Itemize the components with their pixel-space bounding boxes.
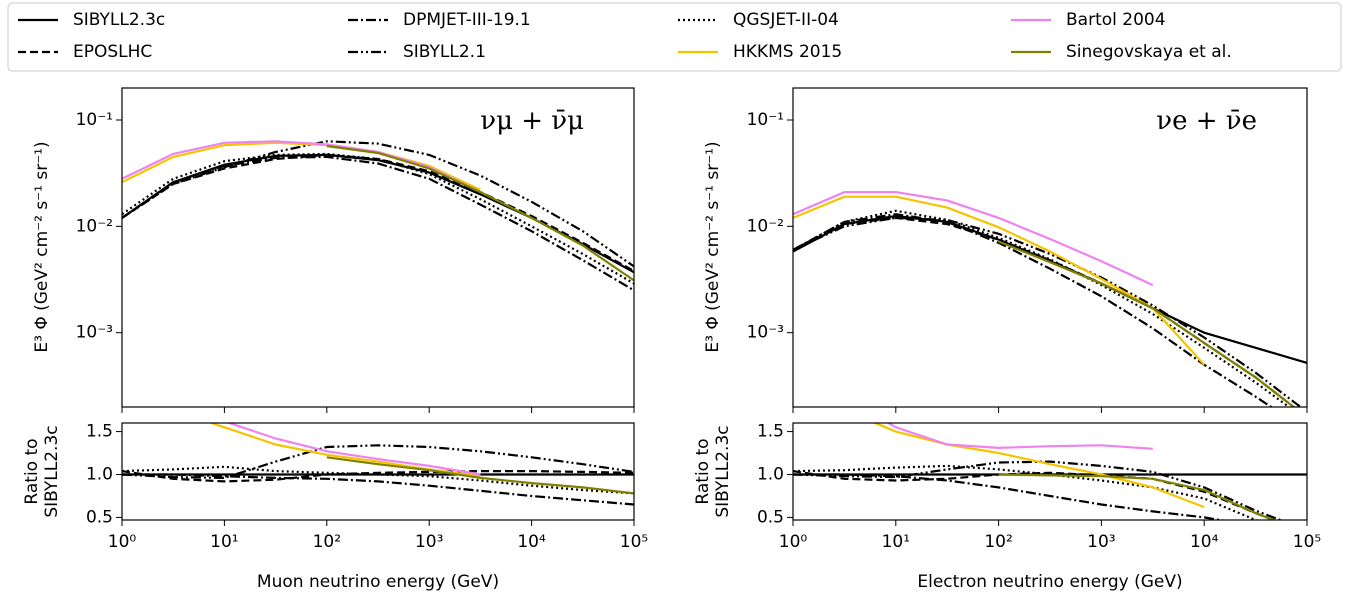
series-line	[122, 444, 634, 480]
series-line	[122, 155, 634, 292]
legend-label: HKKMS 2015	[733, 42, 842, 62]
annotation: νμ + ν̄μ	[480, 106, 584, 136]
y-tick-label: 10⁻²	[76, 216, 113, 236]
x-tick-label: 10⁴	[517, 532, 546, 552]
series-line	[998, 240, 1296, 407]
plot-lines	[122, 423, 634, 506]
x-tick-label: 10⁵	[620, 532, 648, 552]
x-tick-label: 10⁴	[1190, 532, 1219, 552]
y-tick-label: 10⁻³	[76, 323, 113, 343]
series-line	[998, 473, 1277, 520]
annotation: νe + ν̄e	[1156, 106, 1257, 136]
x-tick-label: 10³	[1087, 532, 1115, 552]
y-tick-label: 0.5	[757, 507, 784, 527]
legend-label: Bartol 2004	[1066, 10, 1166, 30]
y-tick-label: 10⁻³	[747, 323, 784, 343]
series-line	[326, 456, 634, 495]
series-line	[122, 140, 481, 194]
series-line	[793, 213, 1274, 407]
x-tick-label: 10⁵	[1293, 532, 1321, 552]
axes-frame	[792, 87, 1308, 408]
series-line	[208, 423, 481, 478]
y-tick-label: 1.5	[86, 422, 113, 442]
series-line	[793, 216, 1296, 407]
legend-label: DPMJET-III-19.1	[403, 10, 531, 30]
axes-frame	[792, 422, 1308, 521]
legend-label: QGSJET-II-04	[733, 10, 839, 30]
series-line	[122, 152, 634, 285]
legend-label: EPOSLHC	[73, 42, 152, 62]
y-tick-label: 10⁻¹	[76, 110, 113, 130]
series-line	[122, 140, 634, 268]
series-line	[226, 423, 481, 476]
series-line	[122, 470, 634, 483]
series-line	[793, 460, 1284, 520]
series-line	[793, 195, 1206, 366]
legend-box	[7, 2, 1342, 72]
series-line	[122, 473, 634, 506]
series-line	[793, 209, 1291, 407]
x-axis-label: Electron neutrino energy (GeV)	[917, 572, 1182, 592]
y-tick-label: 1.5	[757, 422, 784, 442]
series-line	[872, 423, 1205, 509]
y-tick-label: 0.5	[86, 507, 113, 527]
x-tick-label: 10³	[415, 532, 443, 552]
x-tick-label: 10¹	[882, 532, 910, 552]
y-axis-label: Ratio to	[22, 438, 42, 504]
series-line	[122, 153, 634, 274]
y-axis-label: E³ Φ (GeV² cm⁻² s⁻¹ sr⁻¹)	[703, 141, 723, 352]
axes-frame	[121, 87, 635, 408]
plot-lines	[122, 140, 634, 292]
series-line	[886, 423, 1153, 450]
y-tick-label: 1.0	[86, 465, 113, 485]
legend-label: Sinegovskaya et al.	[1066, 42, 1232, 62]
x-axis-label: Muon neutrino energy (GeV)	[257, 572, 499, 592]
y-axis-label: SIBYLL2.3c	[42, 425, 62, 517]
plot-lines	[793, 191, 1307, 407]
legend-label: SIBYLL2.3c	[73, 10, 165, 30]
x-tick-label: 10²	[984, 532, 1012, 552]
plot-lines	[793, 423, 1307, 520]
y-tick-label: 10⁻²	[747, 216, 784, 236]
series-line	[793, 216, 1303, 407]
series-line	[793, 464, 1260, 520]
x-tick-label: 10⁰	[779, 532, 808, 552]
x-tick-label: 10⁰	[108, 532, 137, 552]
y-tick-label: 10⁻¹	[747, 110, 784, 130]
x-tick-label: 10¹	[210, 532, 238, 552]
series-line	[793, 473, 1227, 520]
legend-label: SIBYLL2.1	[403, 42, 486, 62]
y-axis-label: Ratio to	[693, 438, 713, 504]
series-line	[326, 144, 634, 282]
y-axis-label: SIBYLL2.3c	[713, 425, 733, 517]
series-line	[122, 465, 634, 495]
x-tick-label: 10²	[313, 532, 341, 552]
axes-frame	[121, 422, 635, 521]
series-line	[793, 191, 1154, 287]
y-tick-label: 1.0	[757, 465, 784, 485]
y-axis-label: E³ Φ (GeV² cm⁻² s⁻¹ sr⁻¹)	[32, 141, 52, 352]
